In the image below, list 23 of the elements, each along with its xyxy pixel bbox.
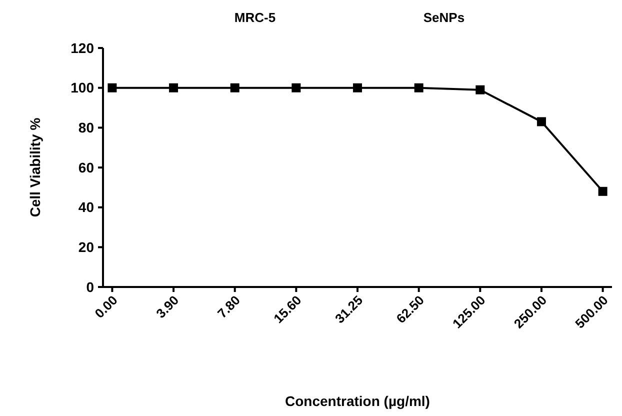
y-tick-label: 0 — [86, 278, 94, 295]
point — [353, 83, 362, 92]
point — [476, 85, 485, 94]
point — [230, 83, 240, 92]
y-tick-label: 100 — [70, 80, 94, 96]
chart-subtitle: SeNPs — [423, 10, 465, 25]
y-tick-label: 120 — [70, 40, 94, 56]
x-tick-label: 3.90 — [153, 292, 182, 322]
y-tick-label: 80 — [78, 120, 94, 136]
point — [169, 83, 178, 92]
point — [598, 186, 608, 196]
y-tick-label: 20 — [78, 239, 94, 256]
x-axis-title: Concentration (µg/ml) — [285, 393, 430, 409]
x-tick-label: 7.80 — [214, 292, 243, 322]
y-axis-title: Cell Viability % — [27, 117, 43, 218]
x-tick-label: 0.00 — [92, 292, 120, 322]
point — [292, 83, 301, 92]
y-tick-label: 40 — [78, 199, 94, 216]
point — [414, 83, 424, 92]
y-tick-label: 60 — [78, 159, 94, 176]
point — [536, 117, 546, 126]
point — [108, 83, 117, 92]
chart-title: MRC-5 — [234, 10, 276, 25]
